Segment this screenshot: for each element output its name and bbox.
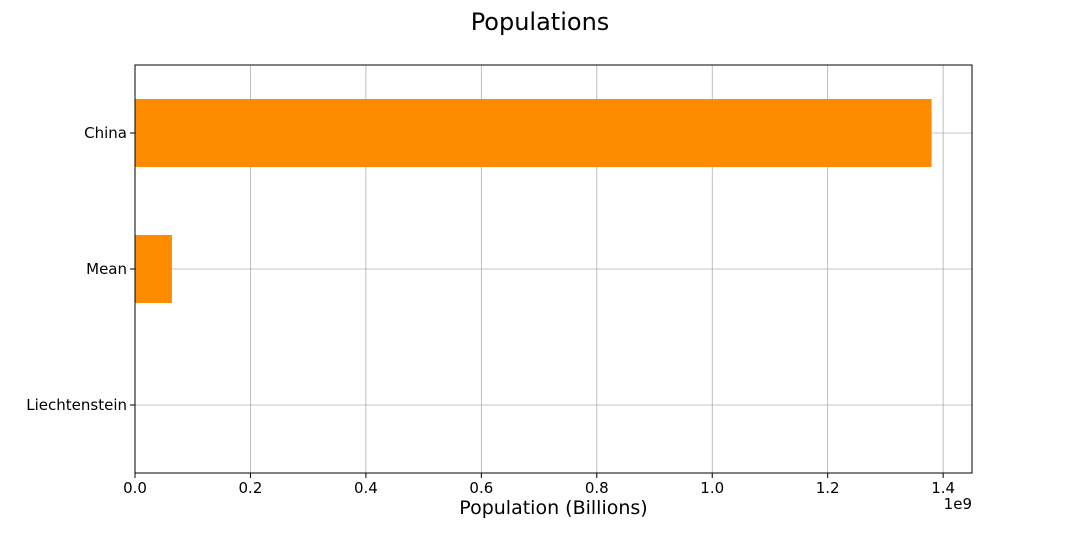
y-tick-label: Mean	[86, 260, 127, 278]
x-axis-offset-label: 1e9	[944, 495, 972, 513]
x-tick-label: 0.8	[585, 479, 609, 497]
bars	[135, 99, 932, 439]
x-tick-label: 1.4	[931, 479, 955, 497]
x-tick-label: 0.0	[123, 479, 147, 497]
x-tick-label: 1.2	[816, 479, 840, 497]
x-tick-label: 0.6	[469, 479, 493, 497]
chart-title: Populations	[471, 8, 610, 36]
x-axis-label: Population (Billions)	[459, 497, 647, 519]
x-tick-label: 0.2	[239, 479, 263, 497]
bar-china	[135, 99, 932, 167]
axis-ticks: 0.0 0.2 0.4 0.6 0.8 1.0 1.2 1.4 China Mean Liechte…	[26, 124, 955, 497]
bar-mean	[135, 235, 172, 303]
y-tick-label: Liechtenstein	[26, 396, 127, 414]
x-tick-label: 0.4	[354, 479, 378, 497]
x-tick-label: 1.0	[700, 479, 724, 497]
y-tick-label: China	[84, 124, 127, 142]
